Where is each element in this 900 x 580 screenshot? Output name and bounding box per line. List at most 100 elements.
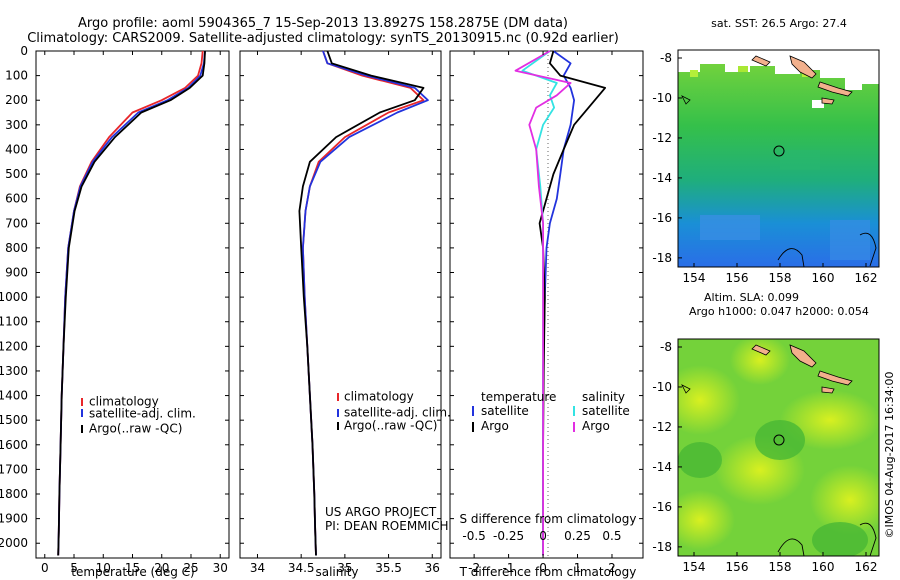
x-tick-label--2: -2 [468,561,480,575]
series-line-climatology [301,50,425,556]
x-tick-label-15: 15 [125,561,140,575]
depth-tick-label-1500: 1500 [0,413,28,427]
depth-tick-label-1400: 1400 [0,389,28,403]
t-diff-xlabel: T difference from climatology [459,565,637,579]
x-tick-label-35.5: 35.5 [375,561,402,575]
sal-legend-satellite-adj: satellite-adj. clim. [344,406,451,420]
title-line-2: Climatology: CARS2009. Satellite-adjuste… [27,31,619,46]
legend-t-satellite: satellite [481,404,529,418]
x-tick-label--1: -1 [503,561,515,575]
legend-salinity-header: salinity [582,390,625,404]
credit-pi: PI: DEAN ROEMMICH [325,519,448,533]
depth-tick-label-1800: 1800 [0,487,28,501]
map-y-label--14: -14 [652,460,672,474]
s-tick-label-0: 0 [539,529,547,543]
difference-panel: -2 -1 0 1 2 -0.5 -0.25 0 0.25 0.5 S difference fr… [449,50,644,579]
depth-tick-label-400: 400 [5,142,28,156]
x-tick-label-36: 36 [425,561,440,575]
map-y-label--8: -8 [660,340,672,354]
x-tick-label-30: 30 [213,561,228,575]
depth-tick-label-1100: 1100 [0,315,28,329]
map-x-label-162: 162 [855,271,878,285]
sla-argo-location-marker [773,434,785,446]
depth-tick-label-1200: 1200 [0,339,28,353]
sst-map-title: sat. SST: 26.5 Argo: 27.4 [711,17,847,30]
x-tick-label-34.5: 34.5 [288,561,315,575]
title-line-1: Argo profile: aoml 5904365_7 15-Sep-2013… [78,16,568,31]
sal-legend-argo: Argo(..raw -QC) [344,419,437,433]
difference-legend: temperature salinity satellite Argo sate… [472,390,630,433]
legend-s-argo: Argo [582,419,610,433]
map-y-label--10: -10 [652,91,672,105]
series-line-salinity-satellite [521,50,558,556]
series-line-argo-raw-qc- [298,50,425,556]
salinity-xlabel: salinity [315,565,358,579]
series-line-temperature-argo [538,50,606,556]
map-y-label--12: -12 [652,131,672,145]
map-x-label-156: 156 [726,271,749,285]
legend-t-argo: Argo [481,419,509,433]
depth-tick-label-900: 900 [5,266,28,280]
map-y-label--18: -18 [652,540,672,554]
sla-map-title-1: Altim. SLA: 0.099 [704,291,799,304]
s-diff-label: S difference from climatology [460,512,637,526]
map-y-label--10: -10 [652,380,672,394]
depth-tick-label-1000: 1000 [0,290,28,304]
map-y-label--14: -14 [652,171,672,185]
legend-satellite-adj: satellite-adj. clim. [89,407,196,421]
depth-tick-label-600: 600 [5,192,28,206]
legend-s-satellite: satellite [582,404,630,418]
legend-climatology: climatology [89,395,159,409]
s-tick-label--0.5: -0.5 [462,529,485,543]
x-tick-label-1: 1 [574,561,582,575]
s-tick-label-0.5: 0.5 [602,529,621,543]
sla-map-title-2: Argo h1000: 0.047 h2000: 0.054 [689,305,869,318]
map-x-label-158: 158 [769,560,792,574]
depth-tick-label-1300: 1300 [0,364,28,378]
x-tick-label-35: 35 [337,561,352,575]
depth-tick-label-0: 0 [20,44,28,58]
depth-tick-label-300: 300 [5,118,28,132]
x-tick-label-0: 0 [41,561,49,575]
map-x-label-160: 160 [812,560,835,574]
map-x-label-162: 162 [855,560,878,574]
s-tick-label--0.25: -0.25 [493,529,524,543]
sst-map: sat. SST: 26.5 Argo: 27.4 -8 -10 -12 -14 -16… [652,17,880,285]
map-y-label--8: -8 [660,51,672,65]
imos-watermark: ©IMOS 04-Aug-2017 16:34:00 [883,372,896,539]
series-line-climatology [57,50,204,556]
depth-tick-label-100: 100 [5,69,28,83]
depth-tick-label-1700: 1700 [0,462,28,476]
legend-argo: Argo(..raw -QC) [89,422,182,436]
depth-tick-label-1900: 1900 [0,512,28,526]
map-x-label-160: 160 [812,271,835,285]
x-tick-label-5: 5 [70,561,78,575]
series-line-argo-raw-qc- [57,50,206,556]
map-x-label-156: 156 [726,560,749,574]
map-x-label-154: 154 [683,271,706,285]
map-x-label-154: 154 [683,560,706,574]
x-tick-label-20: 20 [154,561,169,575]
map-y-label--16: -16 [652,211,672,225]
depth-tick-label-1600: 1600 [0,438,28,452]
depth-tick-label-700: 700 [5,216,28,230]
temperature-panel: 0 5 10 15 20 25 30 temperature (deg C) climato… [35,50,230,579]
temperature-legend: climatology satellite-adj. clim. Argo(..… [81,395,196,436]
series-line-satellite-adj-clim- [301,50,429,556]
map-y-label--12: -12 [652,420,672,434]
depth-axis: 0 100 200 300 400 500 600 700 800 900 1000 1100 1200… [0,44,643,550]
sal-legend-climatology: climatology [344,390,414,404]
x-tick-label-0: 0 [539,561,547,575]
s-tick-label-0.25: 0.25 [564,529,591,543]
depth-tick-label-500: 500 [5,167,28,181]
x-tick-label-10: 10 [96,561,111,575]
salinity-legend: climatology satellite-adj. clim. Argo(..… [337,390,451,433]
salinity-panel: 34 34.5 35 35.5 36 salinity climatology sate… [239,50,451,579]
credit-project: US ARGO PROJECT [325,505,437,519]
map-x-label-158: 158 [769,271,792,285]
sla-map: Altim. SLA: 0.099 Argo h1000: 0.047 h200… [652,291,880,574]
x-tick-label-34: 34 [250,561,265,575]
map-y-label--18: -18 [652,251,672,265]
sst-argo-location-marker [773,145,785,157]
